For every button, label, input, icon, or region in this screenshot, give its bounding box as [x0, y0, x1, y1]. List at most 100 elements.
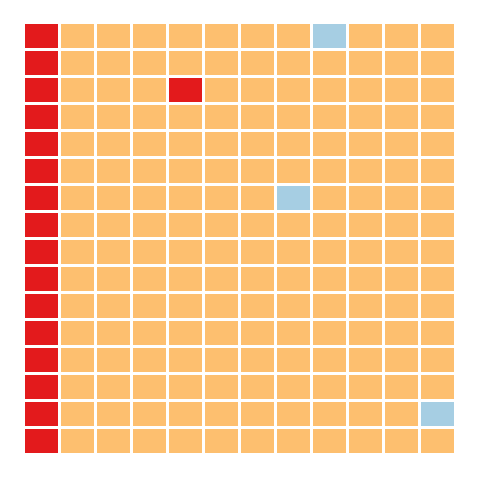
grid-cell[interactable] — [421, 294, 454, 318]
grid-cell[interactable] — [349, 294, 382, 318]
grid-cell[interactable] — [421, 105, 454, 129]
grid-cell-red[interactable] — [25, 294, 58, 318]
grid-cell[interactable] — [277, 159, 310, 183]
grid-cell-blue[interactable] — [313, 24, 346, 48]
grid-cell[interactable] — [241, 402, 274, 426]
grid-cell[interactable] — [277, 267, 310, 291]
grid-cell[interactable] — [169, 213, 202, 237]
grid-cell[interactable] — [133, 267, 166, 291]
grid-cell[interactable] — [133, 132, 166, 156]
grid-cell-red[interactable] — [25, 348, 58, 372]
grid-cell-red[interactable] — [25, 429, 58, 453]
grid-cell[interactable] — [349, 186, 382, 210]
grid-cell[interactable] — [385, 321, 418, 345]
grid-cell[interactable] — [241, 24, 274, 48]
grid-cell[interactable] — [313, 159, 346, 183]
grid-cell[interactable] — [421, 429, 454, 453]
grid-cell[interactable] — [61, 240, 94, 264]
grid-cell[interactable] — [241, 51, 274, 75]
grid-cell[interactable] — [385, 240, 418, 264]
grid-cell[interactable] — [97, 132, 130, 156]
grid-cell-red[interactable] — [25, 186, 58, 210]
grid-cell[interactable] — [313, 240, 346, 264]
grid-cell[interactable] — [61, 78, 94, 102]
grid-cell[interactable] — [241, 348, 274, 372]
grid-cell[interactable] — [313, 375, 346, 399]
grid-cell[interactable] — [421, 213, 454, 237]
grid-cell[interactable] — [169, 240, 202, 264]
grid-cell[interactable] — [97, 186, 130, 210]
grid-cell[interactable] — [313, 213, 346, 237]
grid-cell[interactable] — [205, 267, 238, 291]
grid-cell[interactable] — [349, 159, 382, 183]
grid-cell[interactable] — [61, 429, 94, 453]
grid-cell[interactable] — [385, 402, 418, 426]
grid-cell-red[interactable] — [25, 321, 58, 345]
grid-cell[interactable] — [313, 348, 346, 372]
grid-cell[interactable] — [349, 375, 382, 399]
grid-cell[interactable] — [385, 294, 418, 318]
grid-cell[interactable] — [97, 267, 130, 291]
grid-cell[interactable] — [61, 24, 94, 48]
grid-cell[interactable] — [241, 78, 274, 102]
grid-cell[interactable] — [385, 132, 418, 156]
grid-cell[interactable] — [133, 186, 166, 210]
grid-cell[interactable] — [349, 78, 382, 102]
grid-cell[interactable] — [169, 159, 202, 183]
grid-cell[interactable] — [349, 240, 382, 264]
grid-cell[interactable] — [133, 105, 166, 129]
grid-cell[interactable] — [205, 186, 238, 210]
grid-cell[interactable] — [385, 429, 418, 453]
grid-cell[interactable] — [133, 213, 166, 237]
grid-cell[interactable] — [61, 321, 94, 345]
grid-cell[interactable] — [241, 105, 274, 129]
grid-cell[interactable] — [421, 132, 454, 156]
grid-cell[interactable] — [61, 294, 94, 318]
grid-cell[interactable] — [169, 132, 202, 156]
grid-cell[interactable] — [385, 267, 418, 291]
grid-cell[interactable] — [241, 213, 274, 237]
grid-cell-red[interactable] — [25, 375, 58, 399]
grid-cell[interactable] — [241, 429, 274, 453]
grid-cell[interactable] — [385, 159, 418, 183]
grid-cell[interactable] — [97, 402, 130, 426]
grid-cell[interactable] — [61, 213, 94, 237]
grid-cell[interactable] — [205, 78, 238, 102]
grid-cell[interactable] — [313, 186, 346, 210]
grid-cell[interactable] — [313, 78, 346, 102]
grid-cell[interactable] — [349, 321, 382, 345]
grid-cell[interactable] — [277, 132, 310, 156]
grid-cell[interactable] — [169, 348, 202, 372]
grid-cell[interactable] — [313, 402, 346, 426]
grid-cell[interactable] — [97, 375, 130, 399]
grid-cell[interactable] — [97, 159, 130, 183]
grid-cell[interactable] — [97, 321, 130, 345]
grid-cell[interactable] — [277, 321, 310, 345]
grid-cell[interactable] — [241, 186, 274, 210]
grid-cell[interactable] — [169, 51, 202, 75]
grid-cell[interactable] — [61, 132, 94, 156]
grid-cell[interactable] — [97, 51, 130, 75]
grid-cell[interactable] — [97, 294, 130, 318]
grid-cell[interactable] — [133, 78, 166, 102]
grid-cell[interactable] — [241, 294, 274, 318]
grid-cell[interactable] — [205, 213, 238, 237]
grid-cell[interactable] — [313, 294, 346, 318]
grid-cell[interactable] — [385, 348, 418, 372]
grid-cell[interactable] — [385, 213, 418, 237]
grid-cell[interactable] — [97, 78, 130, 102]
grid-cell[interactable] — [169, 186, 202, 210]
grid-cell[interactable] — [277, 240, 310, 264]
grid-cell[interactable] — [313, 51, 346, 75]
grid-cell-blue[interactable] — [421, 402, 454, 426]
grid-cell[interactable] — [421, 240, 454, 264]
grid-cell[interactable] — [97, 348, 130, 372]
grid-cell[interactable] — [169, 375, 202, 399]
grid-cell-red[interactable] — [25, 51, 58, 75]
grid-cell[interactable] — [385, 375, 418, 399]
grid-cell[interactable] — [421, 267, 454, 291]
grid-cell[interactable] — [133, 375, 166, 399]
grid-cell[interactable] — [241, 240, 274, 264]
grid-cell[interactable] — [313, 105, 346, 129]
grid-cell[interactable] — [421, 375, 454, 399]
